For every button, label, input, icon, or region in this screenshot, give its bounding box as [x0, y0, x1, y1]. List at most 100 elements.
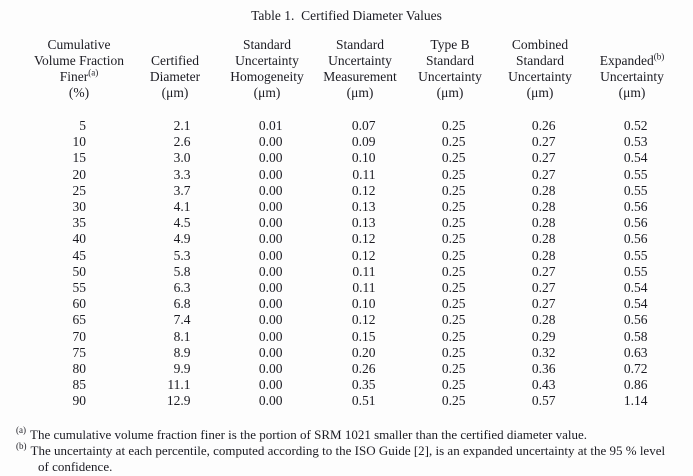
cell-expanded-uncertainty: 0.54 — [586, 296, 678, 312]
cell-certified-diameter: 3.3 — [130, 167, 220, 183]
header-line: (μm) — [436, 85, 464, 100]
cell-expanded-uncertainty: 0.56 — [586, 312, 678, 328]
footnote-text: The cumulative volume fraction finer is … — [30, 426, 588, 442]
cell-certified-diameter: 11.1 — [130, 377, 220, 393]
header-line: (%) — [68, 85, 90, 100]
cell-expanded-uncertainty: 0.86 — [586, 377, 678, 393]
header-line: Standard — [426, 53, 474, 68]
cell-expanded-uncertainty: 0.63 — [586, 345, 678, 361]
cell-value: 0.28 — [531, 199, 556, 215]
cell-type-b-standard-uncertainty: 0.25 — [406, 134, 494, 150]
cell-value: 0.00 — [258, 296, 283, 312]
cell-value: 70 — [72, 328, 87, 344]
header-line: Standard — [516, 53, 564, 68]
cell-certified-diameter: 3.7 — [130, 183, 220, 199]
cell-value: 0.11 — [352, 263, 376, 279]
cell-cumulative-volume-fraction-finer: 45 — [28, 248, 130, 264]
cell-value: 4.5 — [173, 215, 191, 231]
footnotes: (a) The cumulative volume fraction finer … — [16, 426, 676, 475]
cell-cumulative-volume-fraction-finer: 75 — [28, 345, 130, 361]
header-line: Homogeneity — [230, 69, 304, 84]
cell-value: 0.20 — [351, 344, 376, 360]
table-row: 40 4.9 0.00 0.12 0.25 0.28 0.56 — [28, 231, 678, 247]
cell-value: 2.1 — [173, 118, 191, 133]
cell-value: 85 — [72, 377, 87, 393]
cell-combined-standard-uncertainty: 0.29 — [494, 329, 586, 345]
cell-value: 0.00 — [258, 215, 283, 231]
cell-value: 8.9 — [173, 344, 191, 360]
cell-cumulative-volume-fraction-finer: 90 — [28, 393, 130, 409]
cell-value: 5.3 — [173, 247, 191, 263]
cell-value: 10 — [72, 134, 87, 150]
cell-value: 0.51 — [351, 393, 376, 409]
cell-standard-uncertainty-homogeneity: 0.00 — [220, 393, 314, 409]
cell-value: 0.25 — [441, 215, 466, 231]
cell-type-b-standard-uncertainty: 0.25 — [406, 199, 494, 215]
cell-cumulative-volume-fraction-finer: 85 — [28, 377, 130, 393]
cell-value: 0.25 — [441, 344, 466, 360]
cell-type-b-standard-uncertainty: 0.25 — [406, 280, 494, 296]
cell-value: 0.25 — [441, 199, 466, 215]
header-footnote-marker: (b) — [653, 51, 665, 62]
cell-value: 0.12 — [351, 182, 376, 198]
header-line: Certified — [151, 53, 199, 68]
cell-value: 0.25 — [441, 247, 466, 263]
cell-expanded-uncertainty: 0.55 — [586, 264, 678, 280]
table-row: 50 5.8 0.00 0.11 0.25 0.27 0.55 — [28, 264, 678, 280]
cell-value: 0.25 — [441, 280, 466, 296]
cell-standard-uncertainty-homogeneity: 0.00 — [220, 329, 314, 345]
cell-type-b-standard-uncertainty: 0.25 — [406, 296, 494, 312]
cell-cumulative-volume-fraction-finer: 35 — [28, 215, 130, 231]
header-line: Diameter — [149, 69, 201, 84]
cell-value: 0.53 — [623, 134, 648, 150]
cell-value: 0.25 — [441, 377, 466, 393]
cell-value: 4.9 — [173, 231, 191, 247]
cell-cumulative-volume-fraction-finer: 10 — [28, 134, 130, 150]
cell-value: 0.63 — [623, 344, 648, 360]
header-line: (μm) — [618, 85, 646, 100]
cell-value: 0.09 — [351, 134, 376, 150]
cell-value: 0.54 — [623, 296, 648, 312]
cell-type-b-standard-uncertainty: 0.25 — [406, 150, 494, 166]
cell-combined-standard-uncertainty: 0.27 — [494, 134, 586, 150]
cell-standard-uncertainty-homogeneity: 0.00 — [220, 215, 314, 231]
header-line: Uncertainty — [418, 69, 482, 84]
cell-value: 0.27 — [531, 150, 556, 166]
cell-certified-diameter: 4.1 — [130, 199, 220, 215]
cell-expanded-uncertainty: 0.56 — [586, 215, 678, 231]
cell-type-b-standard-uncertainty: 0.25 — [406, 345, 494, 361]
header-footnote-marker: (a) — [88, 67, 99, 78]
cell-type-b-standard-uncertainty: 0.25 — [406, 231, 494, 247]
cell-certified-diameter: 9.9 — [130, 361, 220, 377]
header-line: (μm) — [161, 85, 189, 100]
cell-combined-standard-uncertainty: 0.28 — [494, 215, 586, 231]
cell-combined-standard-uncertainty: 0.27 — [494, 296, 586, 312]
cell-standard-uncertainty-measurement: 0.11 — [314, 264, 406, 280]
cell-standard-uncertainty-measurement: 0.11 — [314, 280, 406, 296]
cell-value: 0.55 — [623, 263, 648, 279]
cell-value: 0.28 — [531, 231, 556, 247]
cell-value: 11.1 — [167, 377, 191, 393]
table-row: 65 7.4 0.00 0.12 0.25 0.28 0.56 — [28, 312, 678, 328]
cell-value: 0.12 — [351, 231, 376, 247]
cell-standard-uncertainty-measurement: 0.13 — [314, 199, 406, 215]
cell-value: 50 — [72, 263, 87, 279]
cell-cumulative-volume-fraction-finer: 25 — [28, 183, 130, 199]
cell-combined-standard-uncertainty: 0.57 — [494, 393, 586, 409]
header-line: Volume Fraction — [33, 53, 125, 68]
cell-value: 0.00 — [258, 247, 283, 263]
cell-value: 0.56 — [623, 199, 648, 215]
cell-certified-diameter: 6.3 — [130, 280, 220, 296]
cell-value: 0.43 — [531, 377, 556, 393]
cell-value: 55 — [72, 280, 87, 296]
cell-standard-uncertainty-measurement: 0.35 — [314, 377, 406, 393]
cell-certified-diameter: 7.4 — [130, 312, 220, 328]
cell-value: 0.11 — [352, 280, 376, 296]
cell-value: 0.57 — [531, 393, 556, 409]
cell-cumulative-volume-fraction-finer: 30 — [28, 199, 130, 215]
cell-value: 0.25 — [441, 150, 466, 166]
cell-cumulative-volume-fraction-finer: 40 — [28, 231, 130, 247]
table-row: 45 5.3 0.00 0.12 0.25 0.28 0.55 — [28, 248, 678, 264]
cell-type-b-standard-uncertainty: 0.25 — [406, 183, 494, 199]
cell-combined-standard-uncertainty: 0.28 — [494, 248, 586, 264]
